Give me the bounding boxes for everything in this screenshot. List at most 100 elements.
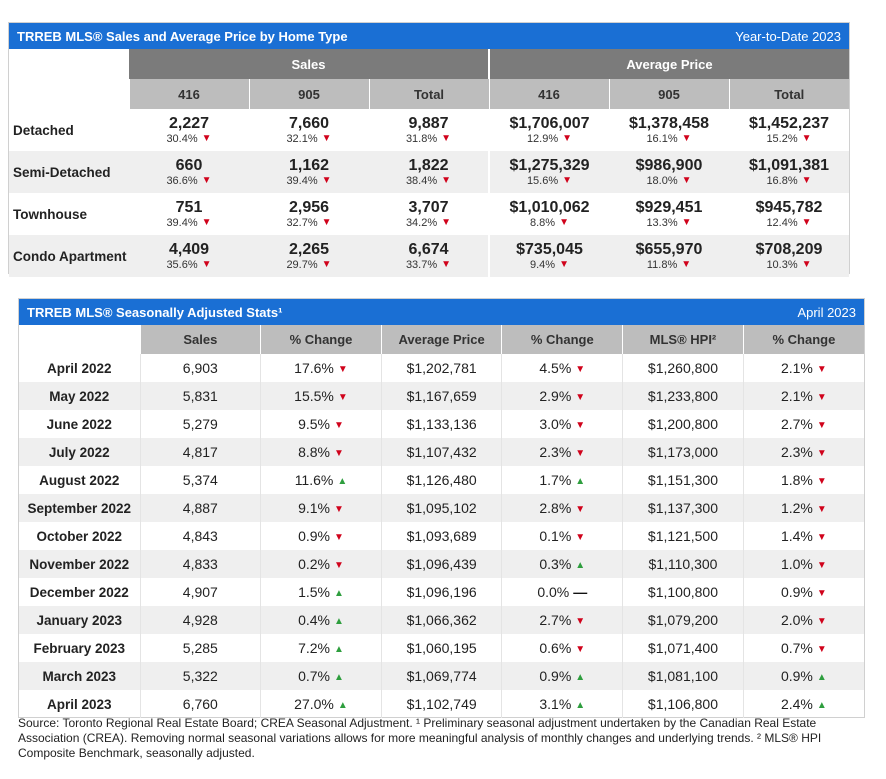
sales-value: 5,322 (139, 662, 261, 690)
month-label-text: April 2023 (46, 696, 112, 712)
percent-change: 30.4% ▼ (129, 132, 249, 146)
average-price-value-text: $1,060,195 (406, 640, 477, 656)
value-cell: $1,010,062 8.8% ▼ (488, 193, 609, 235)
sales-value-text: 4,887 (182, 500, 218, 516)
price-change: 0.9% ▲ (501, 662, 623, 690)
sales-value: 6,903 (139, 354, 261, 382)
triangle-up-icon: ▲ (333, 644, 344, 655)
value-text: 3,707 (408, 199, 449, 216)
average-price-value-text: $1,093,689 (406, 528, 477, 544)
percent-text: 30.4% (166, 133, 198, 145)
month-label-text: December 2022 (29, 584, 129, 600)
value-text: 2,265 (288, 241, 330, 258)
hpi-change: 2.7% ▼ (742, 410, 864, 438)
percent-change: 32.7% ▼ (249, 216, 369, 230)
price-change-text: 2.7% (539, 612, 572, 628)
triangle-down-icon: ▼ (575, 364, 586, 375)
hpi-value: $1,260,800 (622, 354, 744, 382)
triangle-down-icon: ▼ (816, 364, 827, 375)
month-label-text: November 2022 (29, 556, 130, 572)
triangle-down-icon: ▼ (201, 217, 212, 228)
percent-change: 39.4% ▼ (249, 174, 369, 188)
value-text: $929,451 (635, 199, 703, 216)
triangle-down-icon: ▼ (321, 259, 332, 270)
table-row: September 2022 4,887 9.1% ▼ $1,095,102 2.8% ▼ $… (19, 494, 864, 522)
sales-value-text: 5,279 (182, 416, 218, 432)
hpi-change-text: 2.3% (780, 444, 813, 460)
triangle-up-icon: ▲ (333, 588, 344, 599)
hpi-change: 2.3% ▼ (742, 438, 864, 466)
percent-text: 38.4% (405, 175, 438, 187)
value-cell: 751 39.4% ▼ (129, 193, 249, 235)
value-cell: $1,452,237 15.2% ▼ (729, 109, 849, 151)
triangle-down-icon: ▼ (441, 217, 452, 228)
triangle-down-icon: ▼ (559, 217, 569, 228)
average-price-value: $1,096,439 (380, 550, 502, 578)
sales-change-text: 17.6% (294, 360, 334, 376)
value-text: $1,010,062 (509, 199, 590, 216)
month-label: March 2023 (19, 662, 140, 690)
sales-value-text: 5,322 (182, 668, 218, 684)
hpi-value: $1,081,100 (622, 662, 744, 690)
hpi-change: 2.1% ▼ (742, 354, 864, 382)
hpi-change-text: 1.0% (780, 556, 813, 572)
sales-change: 8.8% ▼ (260, 438, 382, 466)
sales-value: 4,887 (139, 494, 261, 522)
triangle-down-icon: ▼ (575, 532, 586, 543)
hpi-change: 2.1% ▼ (742, 382, 864, 410)
value-text: $1,091,381 (748, 157, 830, 174)
triangle-up-icon: ▲ (575, 672, 586, 683)
hpi-change: 0.7% ▼ (742, 634, 864, 662)
column-header: % Change (501, 325, 623, 354)
value-cell: 6,674 33.7% ▼ (369, 235, 489, 277)
price-change-text: 0.9% (539, 668, 572, 684)
source-footnote: Source: Toronto Regional Real Estate Boa… (18, 716, 822, 760)
average-price-value-text: $1,167,659 (406, 388, 477, 404)
price-change: 2.7% ▼ (501, 606, 623, 634)
percent-text: 12.4% (766, 217, 798, 229)
average-price-value: $1,093,689 (380, 522, 502, 550)
average-price-value: $1,069,774 (380, 662, 502, 690)
value-cell: $1,275,329 15.6% ▼ (488, 151, 609, 193)
percent-change: 15.6% ▼ (490, 174, 609, 188)
value-text: $655,970 (635, 241, 703, 258)
sales-value: 5,285 (139, 634, 261, 662)
triangle-up-icon: ▲ (575, 700, 586, 711)
percent-change: 12.4% ▼ (729, 216, 849, 230)
triangle-down-icon: ▼ (575, 644, 586, 655)
average-price-value-text: $1,133,136 (406, 416, 477, 432)
month-label: October 2022 (19, 522, 140, 550)
hpi-change-text: 1.2% (780, 500, 813, 516)
average-price-value-text: $1,202,781 (406, 360, 477, 376)
ytd-table-period: Year-to-Date 2023 (735, 28, 841, 44)
table-row: August 2022 5,374 11.6% ▲ $1,126,480 1.7% ▲ $1,… (19, 466, 864, 494)
triangle-down-icon: ▼ (575, 420, 586, 431)
hpi-value-text: $1,081,100 (647, 668, 718, 684)
triangle-down-icon: ▼ (441, 175, 452, 186)
sales-value: 4,907 (139, 578, 261, 606)
triangle-down-icon: ▼ (575, 616, 586, 627)
price-change: 0.3% ▲ (501, 550, 623, 578)
value-text: $1,706,007 (509, 115, 590, 132)
average-price-value-text: $1,096,439 (406, 556, 477, 572)
percent-change: 31.8% ▼ (369, 132, 488, 146)
triangle-down-icon: ▼ (681, 175, 692, 186)
value-cell: 3,707 34.2% ▼ (369, 193, 489, 235)
sales-change: 1.5% ▲ (260, 578, 382, 606)
ytd-sales-price-table: TRREB MLS® Sales and Average Price by Ho… (8, 22, 850, 277)
triangle-down-icon: ▼ (681, 217, 692, 228)
percent-change: 39.4% ▼ (129, 216, 249, 230)
month-label-text: August 2022 (39, 472, 120, 488)
sales-value-text: 4,928 (182, 612, 218, 628)
percent-change: 12.9% ▼ (490, 132, 609, 146)
month-label-text: May 2022 (49, 388, 110, 404)
percent-text: 13.3% (646, 217, 678, 229)
seasonally-adjusted-table: TRREB MLS® Seasonally Adjusted Stats¹ Ap… (18, 298, 865, 718)
triangle-down-icon: ▼ (333, 448, 344, 459)
value-cell: $1,378,458 16.1% ▼ (609, 109, 729, 151)
average-price-value: $1,060,195 (380, 634, 502, 662)
hpi-value: $1,100,800 (622, 578, 744, 606)
hpi-change: 1.2% ▼ (742, 494, 864, 522)
triangle-down-icon: ▼ (816, 560, 827, 571)
sales-value-text: 5,831 (182, 388, 218, 404)
